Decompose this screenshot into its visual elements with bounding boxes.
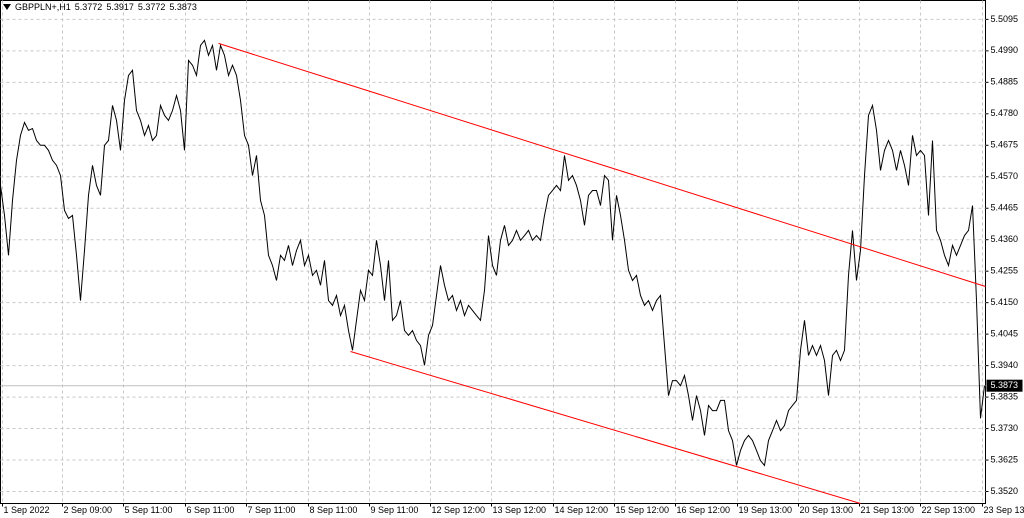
price-tag [986,379,1023,392]
x-tick-label: 1 Sep 2022 [4,505,50,515]
x-tick-label: 8 Sep 11:00 [310,505,358,515]
y-tick-label: 5.3625 [991,454,1019,464]
y-tick-label: 5.3520 [991,486,1019,496]
low: 5.3772 [137,2,166,12]
x-tick-label: 23 Sep 13:00 [984,505,1024,515]
x-tick-label: 19 Sep 13:00 [739,505,793,515]
y-tick-label: 5.3835 [991,391,1019,401]
plot-frame [0,0,986,504]
y-tick-label: 5.4360 [991,234,1019,244]
y-tick-label: 5.3940 [991,360,1019,370]
x-tick-label: 20 Sep 13:00 [800,505,854,515]
x-tick-label: 13 Sep 12:00 [493,505,547,515]
x-tick-label: 22 Sep 13:00 [922,505,976,515]
trend-line [218,42,986,287]
x-tick-label: 21 Sep 13:00 [861,505,915,515]
y-tick-label: 5.5095 [991,14,1019,24]
y-tick-label: 5.4255 [991,266,1019,276]
x-tick-label: 12 Sep 12:00 [432,505,486,515]
symbol: GBPPLN+,H1 [15,2,71,12]
y-tick-label: 5.4675 [991,140,1019,150]
x-tick-label: 16 Sep 12:00 [677,505,731,515]
x-tick-label: 6 Sep 11:00 [187,505,235,515]
trend-line [350,351,861,504]
price-line-series [0,39,985,467]
x-tick-label: 2 Sep 09:00 [64,505,113,515]
y-tick-label: 5.4150 [991,297,1019,307]
y-tick-label: 5.4990 [991,45,1019,55]
y-tick-label: 5.4885 [991,77,1019,87]
menu-arrow[interactable] [3,4,11,10]
price-tag-label: 5.3873 [991,380,1019,390]
open: 5.3772 [74,2,103,12]
y-tick-label: 5.3730 [991,423,1019,433]
y-tick-label: 5.4465 [991,203,1019,213]
high: 5.3917 [106,2,134,12]
x-tick-label: 9 Sep 11:00 [371,505,419,515]
x-tick-label: 7 Sep 11:00 [248,505,296,515]
close: 5.3873 [169,2,197,12]
x-tick-label: 15 Sep 12:00 [616,505,670,515]
y-tick-label: 5.4045 [991,329,1019,339]
x-tick-label: 5 Sep 11:00 [125,505,173,515]
header: GBPPLN+,H1 5.3772 5.3917 5.3772 5.3873 [3,2,197,12]
x-tick-label: 14 Sep 12:00 [555,505,609,515]
y-tick-label: 5.4780 [991,108,1019,118]
y-tick-label: 5.4570 [991,171,1019,181]
